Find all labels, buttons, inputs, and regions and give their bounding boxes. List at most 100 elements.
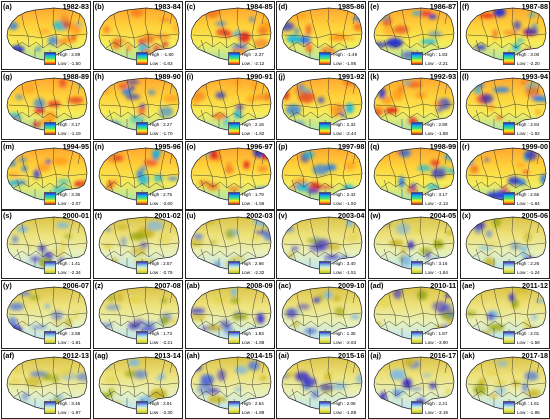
- negative-anomaly-patch: [15, 93, 23, 100]
- legend-low-number: -2.21: [437, 61, 448, 66]
- legend-high-value: High : 3.17: [425, 192, 447, 197]
- country-border: [514, 33, 517, 49]
- negative-anomaly-patch: [166, 176, 179, 181]
- negative-anomaly-patch: [254, 230, 270, 236]
- positive-anomaly-patch: [117, 83, 128, 89]
- legend-high-number: 2.21: [438, 401, 448, 406]
- country-border: [475, 319, 481, 332]
- country-border: [192, 382, 270, 388]
- panel-year: 1990-91: [246, 71, 273, 81]
- country-border: [493, 219, 502, 248]
- country-border: [34, 79, 43, 108]
- anomaly-map: [6, 217, 88, 270]
- country-border: [317, 37, 319, 49]
- legend-low-label: Low :: [58, 410, 71, 415]
- map-panel: (n) 1995-96 High : 2.75 Low : -2.60: [92, 140, 183, 210]
- negative-anomaly-patch: [494, 386, 507, 395]
- panel-letter: (z): [94, 281, 104, 291]
- country-border: [108, 179, 114, 192]
- country-border: [388, 294, 396, 316]
- country-border: [211, 384, 213, 397]
- country-border: [536, 83, 540, 94]
- map-panel: (o) 1996-97 High : 1.79 Low : -1.56: [184, 140, 275, 210]
- negative-anomaly-patch: [8, 302, 24, 311]
- negative-anomaly-patch: [128, 358, 140, 367]
- legend-high-number: 2.42: [346, 191, 356, 197]
- country-border: [536, 13, 540, 25]
- country-border: [493, 79, 502, 108]
- legend-low-number: -1.92: [529, 130, 540, 136]
- positive-anomaly-patch: [191, 95, 199, 105]
- country-border: [467, 103, 546, 109]
- anomaly-map: [98, 147, 180, 200]
- country-border: [200, 249, 205, 262]
- country-border: [486, 315, 489, 327]
- coastline-outline: [190, 286, 271, 340]
- legend-high-number: 1.73: [163, 331, 173, 337]
- coastline-outline: [98, 7, 180, 61]
- map-panel: (z) 2007-08 High : 1.73 Low : -2.21: [92, 280, 183, 350]
- legend-high-label: High :: [241, 261, 255, 267]
- legend-low-value: Low : -1.92: [517, 131, 540, 136]
- panel-year: 2012-13: [62, 351, 89, 360]
- legend-low-number: -1.84: [529, 200, 540, 206]
- legend-high-number: 3.17: [438, 191, 448, 197]
- panel-year: 1998-99: [429, 141, 457, 151]
- country-border: [343, 315, 348, 328]
- country-border: [27, 105, 30, 117]
- negative-anomaly-patch: [474, 228, 483, 235]
- legend-low-label: Low :: [517, 130, 530, 136]
- panel-letter: (af): [3, 351, 15, 360]
- country-border: [261, 293, 264, 304]
- coastline-outline: [98, 147, 180, 200]
- country-border: [422, 313, 425, 328]
- country-border: [394, 175, 397, 187]
- positive-anomaly-patch: [258, 375, 267, 381]
- country-border: [16, 388, 22, 402]
- negative-anomaly-patch: [295, 371, 310, 382]
- country-border: [388, 154, 396, 176]
- legend-low-label: Low :: [425, 340, 438, 346]
- legend-low-number: -2.75: [162, 270, 173, 276]
- country-border: [292, 388, 297, 402]
- legend-low-number: -2.30: [162, 410, 173, 415]
- country-border: [108, 319, 114, 332]
- positive-anomaly-patch: [59, 366, 73, 378]
- country-border: [511, 217, 516, 244]
- country-border: [401, 219, 410, 248]
- negative-anomaly-patch: [50, 310, 63, 321]
- country-border: [27, 175, 30, 187]
- negative-anomaly-patch: [496, 360, 509, 368]
- negative-anomaly-patch: [528, 12, 537, 18]
- country-border: [486, 175, 489, 187]
- country-border: [218, 289, 226, 318]
- country-border: [331, 33, 333, 49]
- country-border: [21, 363, 29, 386]
- negative-anomaly-patch: [17, 226, 29, 234]
- country-border: [297, 84, 304, 106]
- country-border: [67, 105, 73, 118]
- country-border: [434, 220, 441, 246]
- country-border: [251, 290, 257, 316]
- coastline-outline: [373, 77, 455, 131]
- coastline-outline: [282, 217, 363, 270]
- positive-anomaly-patch: [288, 251, 294, 260]
- negative-anomaly-patch: [255, 313, 265, 325]
- negative-anomaly-patch: [522, 382, 528, 393]
- anomaly-map: [373, 286, 455, 340]
- country-border: [343, 105, 348, 118]
- country-border: [52, 217, 57, 244]
- country-border: [343, 35, 348, 49]
- country-border: [475, 388, 481, 402]
- coastline-outline: [6, 7, 88, 61]
- map-panel: (af) 2012-13 High : 3.46 Low : -1.97: [1, 350, 91, 419]
- anomaly-map: [190, 7, 271, 61]
- positive-anomaly-patch: [130, 8, 144, 18]
- country-border: [317, 317, 319, 328]
- country-border: [511, 7, 516, 35]
- legend-color-ramp: [44, 191, 56, 205]
- country-border: [284, 103, 362, 109]
- legend-low-number: -1.88: [437, 130, 448, 136]
- legend-high-label: High :: [425, 331, 439, 337]
- coastline-outline: [282, 147, 363, 200]
